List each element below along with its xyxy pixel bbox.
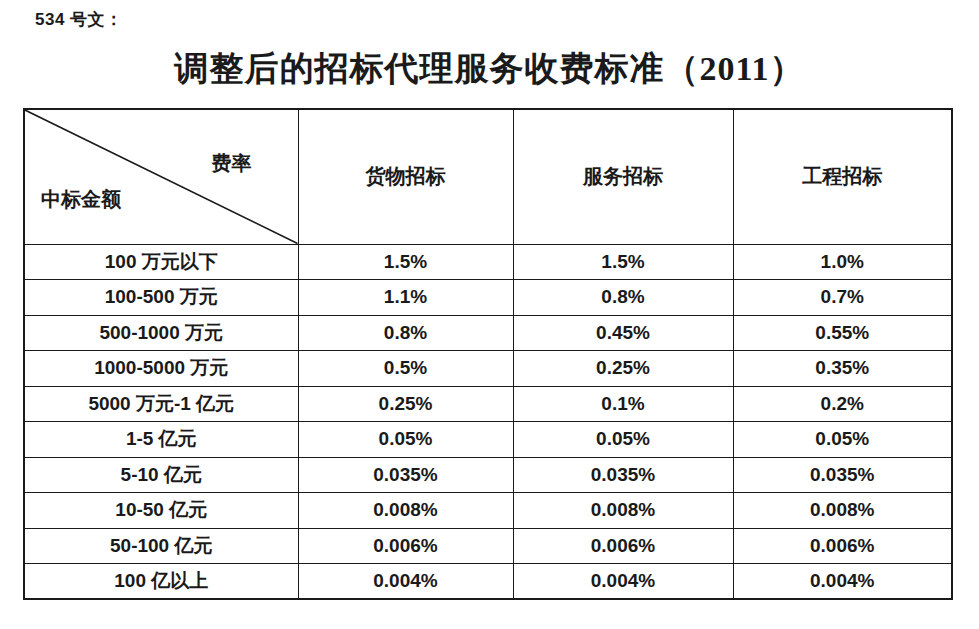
rate-cell: 0.035% <box>513 457 733 493</box>
document-page: 534 号文： 调整后的招标代理服务收费标准（2011） 费率 中标金额 货物招… <box>0 0 979 629</box>
table-row: 1-5 亿元0.05%0.05%0.05% <box>24 422 952 458</box>
table-row: 100 万元以下1.5%1.5%1.0% <box>24 244 952 280</box>
row-amount-label: 10-50 亿元 <box>24 493 298 529</box>
rate-cell: 0.006% <box>733 528 952 564</box>
table-row: 500-1000 万元0.8%0.45%0.55% <box>24 315 952 351</box>
row-amount-label: 100-500 万元 <box>24 280 298 316</box>
rate-cell: 0.55% <box>733 315 952 351</box>
rate-cell: 0.7% <box>733 280 952 316</box>
rate-cell: 1.5% <box>298 244 513 280</box>
row-amount-label: 100 亿以上 <box>24 564 298 600</box>
rate-cell: 0.05% <box>298 422 513 458</box>
rate-cell: 0.035% <box>298 457 513 493</box>
rate-cell: 0.05% <box>733 422 952 458</box>
rate-cell: 0.35% <box>733 351 952 387</box>
fee-table-body: 100 万元以下1.5%1.5%1.0%100-500 万元1.1%0.8%0.… <box>24 244 952 599</box>
rate-cell: 0.004% <box>298 564 513 600</box>
diagonal-header-cell: 费率 中标金额 <box>24 109 298 244</box>
rate-cell: 0.004% <box>733 564 952 600</box>
column-header-engineering: 工程招标 <box>733 109 952 244</box>
row-amount-label: 5-10 亿元 <box>24 457 298 493</box>
rate-cell: 0.45% <box>513 315 733 351</box>
rate-cell: 0.25% <box>513 351 733 387</box>
rate-cell: 0.2% <box>733 386 952 422</box>
rate-cell: 1.0% <box>733 244 952 280</box>
rate-cell: 0.006% <box>298 528 513 564</box>
page-title: 调整后的招标代理服务收费标准（2011） <box>0 46 979 92</box>
table-row: 100 亿以上0.004%0.004%0.004% <box>24 564 952 600</box>
row-amount-label: 1000-5000 万元 <box>24 351 298 387</box>
rate-cell: 0.035% <box>733 457 952 493</box>
table-row: 5-10 亿元0.035%0.035%0.035% <box>24 457 952 493</box>
row-amount-label: 1-5 亿元 <box>24 422 298 458</box>
rate-cell: 0.004% <box>513 564 733 600</box>
row-amount-label: 500-1000 万元 <box>24 315 298 351</box>
rate-cell: 0.8% <box>513 280 733 316</box>
table-row: 100-500 万元1.1%0.8%0.7% <box>24 280 952 316</box>
diagonal-line <box>25 110 298 244</box>
rate-cell: 0.05% <box>513 422 733 458</box>
header-row: 费率 中标金额 货物招标 服务招标 工程招标 <box>24 109 952 244</box>
corner-amount-label: 中标金额 <box>41 186 121 213</box>
rate-cell: 1.5% <box>513 244 733 280</box>
rate-cell: 0.5% <box>298 351 513 387</box>
column-header-services: 服务招标 <box>513 109 733 244</box>
doc-number-label: 534 号文： <box>35 8 123 31</box>
table-row: 1000-5000 万元0.5%0.25%0.35% <box>24 351 952 387</box>
rate-cell: 0.008% <box>733 493 952 529</box>
rate-cell: 0.25% <box>298 386 513 422</box>
table-row: 10-50 亿元0.008%0.008%0.008% <box>24 493 952 529</box>
rate-cell: 0.008% <box>513 493 733 529</box>
rate-cell: 0.1% <box>513 386 733 422</box>
fee-standard-table: 费率 中标金额 货物招标 服务招标 工程招标 100 万元以下1.5%1.5%1… <box>23 108 953 600</box>
row-amount-label: 5000 万元-1 亿元 <box>24 386 298 422</box>
rate-cell: 0.8% <box>298 315 513 351</box>
rate-cell: 1.1% <box>298 280 513 316</box>
row-amount-label: 100 万元以下 <box>24 244 298 280</box>
table-row: 5000 万元-1 亿元0.25%0.1%0.2% <box>24 386 952 422</box>
rate-cell: 0.008% <box>298 493 513 529</box>
column-header-goods: 货物招标 <box>298 109 513 244</box>
corner-rate-label: 费率 <box>212 150 252 177</box>
row-amount-label: 50-100 亿元 <box>24 528 298 564</box>
table-row: 50-100 亿元0.006%0.006%0.006% <box>24 528 952 564</box>
rate-cell: 0.006% <box>513 528 733 564</box>
